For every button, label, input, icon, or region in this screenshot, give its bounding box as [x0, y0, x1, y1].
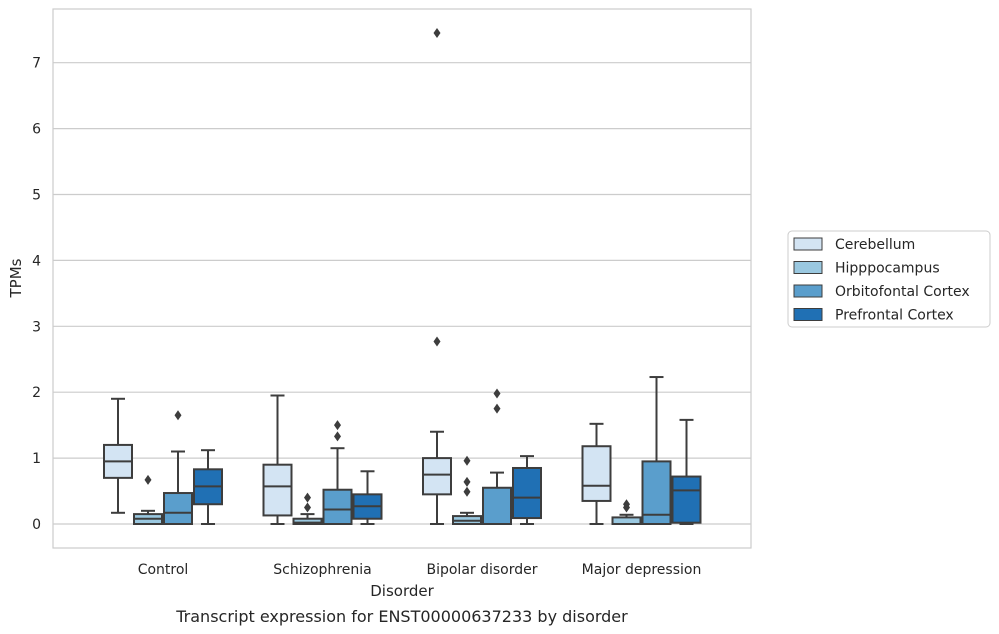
outlier-point: [623, 499, 630, 510]
legend: Cerebellum Hipppocampus Orbitofontal Corte…: [787, 230, 991, 328]
box-iqr: [422, 457, 452, 496]
outlier-point: [463, 476, 471, 487]
box-cerebellum: [581, 422, 612, 525]
box-orbitofontal-cortex: [482, 388, 512, 526]
x-tick-label: Schizophrenia: [273, 562, 371, 578]
y-tick-label: 2: [32, 385, 41, 401]
outlier-point: [433, 336, 441, 347]
y-tick-labels: 0 1 2 3 4 5 6 7: [32, 56, 41, 533]
legend-swatch: [793, 261, 823, 274]
box-cerebellum: [262, 394, 293, 525]
legend-label: Hipppocampus: [835, 261, 940, 277]
x-tick-label: Major depression: [582, 562, 702, 578]
legend-label: Orbitofontal Cortex: [835, 284, 970, 300]
box-prefrontal-cortex: [352, 470, 383, 525]
box-orbitofontal-cortex: [322, 420, 353, 525]
box-iqr: [641, 460, 672, 525]
legend-swatch: [793, 237, 823, 251]
x-tick-label: Bipolar disorder: [426, 562, 537, 578]
outlier-point: [493, 388, 501, 399]
outlier-point: [144, 474, 152, 485]
x-tick-label: Control: [138, 562, 189, 578]
box-cerebellum: [422, 28, 452, 525]
outlier-point: [174, 410, 182, 421]
outlier-point: [493, 403, 501, 414]
y-tick-label: 3: [32, 319, 41, 335]
outlier-point: [334, 431, 341, 442]
y-tick-label: 7: [32, 56, 41, 72]
box-iqr: [581, 445, 612, 502]
box-iqr: [482, 486, 512, 526]
box-iqr: [163, 492, 193, 526]
legend-label: Cerebellum: [835, 237, 915, 253]
box-hipppocampus: [452, 455, 482, 525]
box-hipppocampus: [292, 492, 323, 526]
y-axis-title: TPMs: [7, 258, 25, 298]
x-axis-title: Disorder: [370, 582, 434, 600]
plot-area-frame: [52, 8, 752, 549]
outlier-point: [433, 28, 441, 39]
outlier-point: [334, 420, 341, 431]
box-cerebellum: [103, 397, 133, 514]
box-hipppocampus: [133, 474, 163, 525]
box-prefrontal-cortex: [671, 418, 702, 525]
box-iqr: [322, 488, 353, 525]
legend-swatch: [793, 284, 823, 298]
outlier-point: [463, 486, 471, 497]
box-iqr: [262, 463, 293, 517]
legend-label: Prefrontal Cortex: [835, 308, 954, 324]
box-orbitofontal-cortex: [641, 376, 672, 525]
box-iqr: [512, 466, 542, 520]
box-hipppocampus: [611, 499, 642, 525]
y-tick-label: 1: [32, 451, 41, 467]
y-tick-label: 4: [32, 253, 41, 269]
y-tick-label: 6: [32, 122, 41, 138]
outlier-point: [304, 492, 311, 503]
box-plots: [103, 28, 702, 526]
x-tick-labels: Control Schizophrenia Bipolar disorder Majo…: [138, 562, 702, 578]
y-tick-label: 5: [32, 188, 41, 204]
box-prefrontal-cortex: [512, 455, 542, 525]
legend-swatch: [793, 308, 823, 321]
outlier-point: [304, 502, 311, 513]
figure-caption: Transcript expression for ENST0000063723…: [175, 607, 628, 626]
y-tick-label: 0: [32, 517, 41, 533]
box-iqr: [671, 475, 702, 524]
box-prefrontal-cortex: [193, 449, 223, 525]
outlier-point: [463, 455, 471, 466]
box-iqr: [292, 517, 323, 526]
box-orbitofontal-cortex: [163, 410, 193, 526]
legend-frame: [787, 230, 991, 328]
grid-lines: [53, 62, 751, 525]
